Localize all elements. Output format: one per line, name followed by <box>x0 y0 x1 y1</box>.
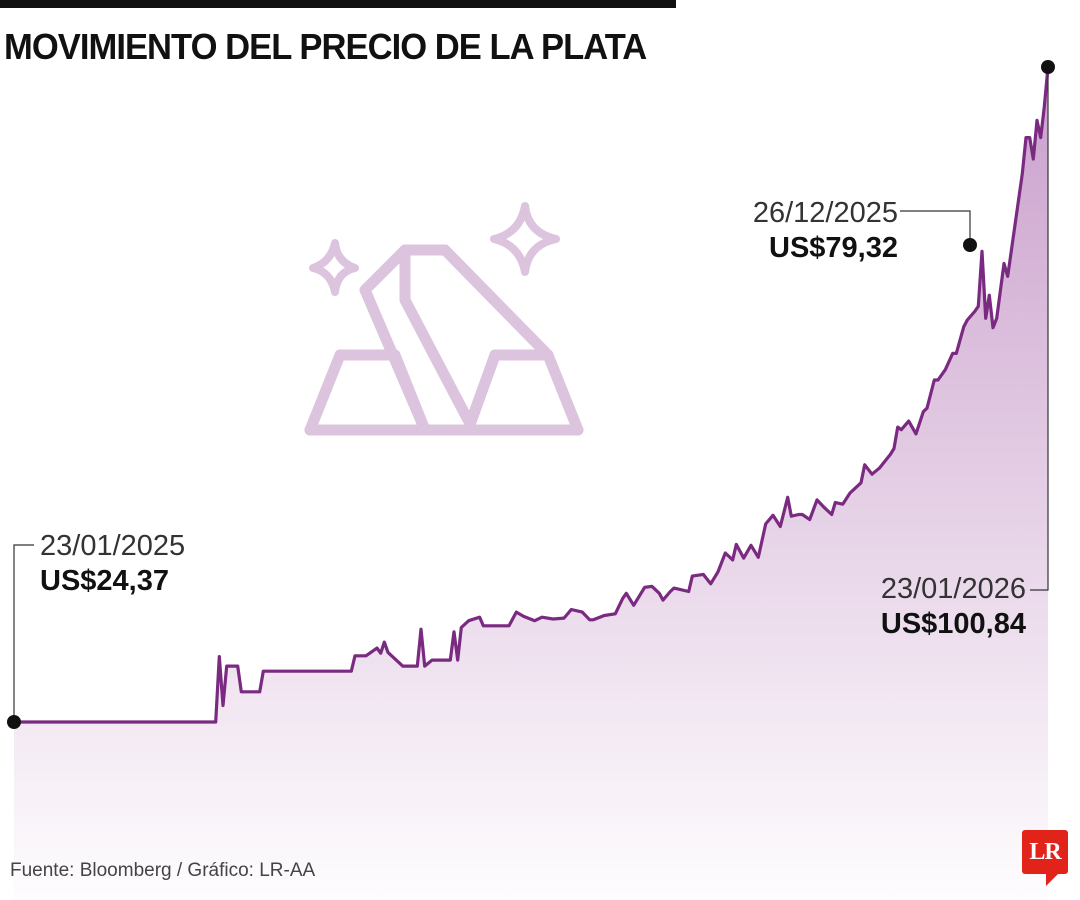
annotation-end-value: US$100,84 <box>880 608 1026 640</box>
bar-top-edge <box>399 244 474 426</box>
silver-bars-icon <box>304 202 584 436</box>
chart-title: MOVIMIENTO DEL PRECIO DE LA PLATA <box>4 26 647 67</box>
sparkle-small-icon <box>309 239 359 296</box>
lr-logo-tail <box>1046 872 1060 886</box>
annotation-start: 23/01/2025 US$24,37 <box>40 532 185 596</box>
marker-start <box>7 715 21 729</box>
annotation-mid: 26/12/2025 US$79,32 <box>753 199 898 263</box>
price-area <box>14 67 1048 900</box>
marker-mid <box>963 238 977 252</box>
annotation-start-date: 23/01/2025 <box>40 530 186 562</box>
annotation-end-date: 23/01/2026 <box>880 573 1026 605</box>
annotation-start-value: US$24,37 <box>40 565 169 597</box>
lr-logo-text: LR <box>1029 838 1061 865</box>
annotation-end: 23/01/2026 US$100,84 <box>881 575 1026 639</box>
leader-end <box>1030 68 1049 591</box>
sparkle-large-icon <box>490 202 560 276</box>
marker-end <box>1041 60 1055 74</box>
leader-start <box>13 544 34 722</box>
price-line <box>14 66 1050 724</box>
lr-logo: LR <box>1022 830 1068 874</box>
source-credit: Fuente: Bloomberg / Gráfico: LR-AA <box>10 860 316 881</box>
annotation-mid-date: 26/12/2025 <box>752 197 898 229</box>
top-rule <box>0 0 676 8</box>
leader-mid <box>900 210 971 245</box>
annotation-mid-value: US$79,32 <box>769 232 898 264</box>
